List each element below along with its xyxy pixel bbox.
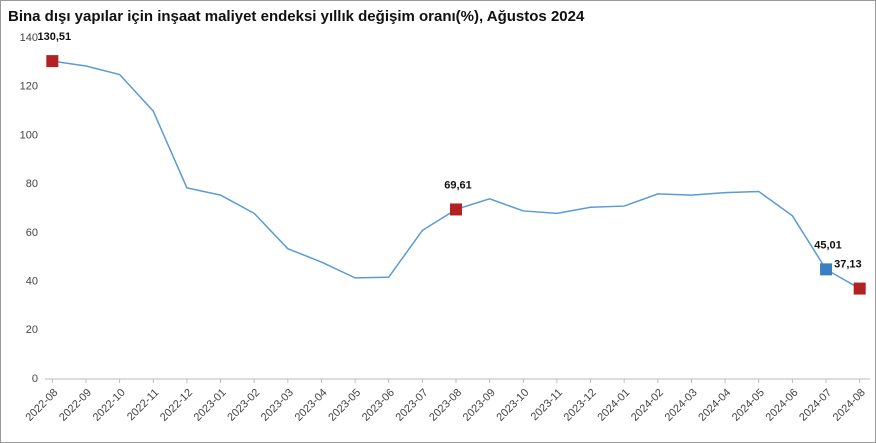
y-tick-label: 20 [26,324,38,336]
y-tick-label: 80 [26,178,38,190]
y-tick-label: 120 [20,81,38,93]
marker [450,203,462,216]
y-tick-label: 40 [26,275,38,287]
y-tick-label: 100 [20,129,38,141]
data-label: 69,61 [444,179,472,191]
y-tick-label: 140 [20,32,38,44]
marker [820,263,833,276]
data-label: 37,13 [834,258,862,270]
marker [853,282,866,295]
y-tick-label: 60 [26,227,38,239]
chart-title: Bina dışı yapılar için inşaat maliyet en… [8,8,585,25]
y-tick-label: 0 [32,373,38,385]
data-label: 130,51 [37,31,71,43]
marker [46,55,59,68]
data-label: 45,01 [814,239,842,251]
